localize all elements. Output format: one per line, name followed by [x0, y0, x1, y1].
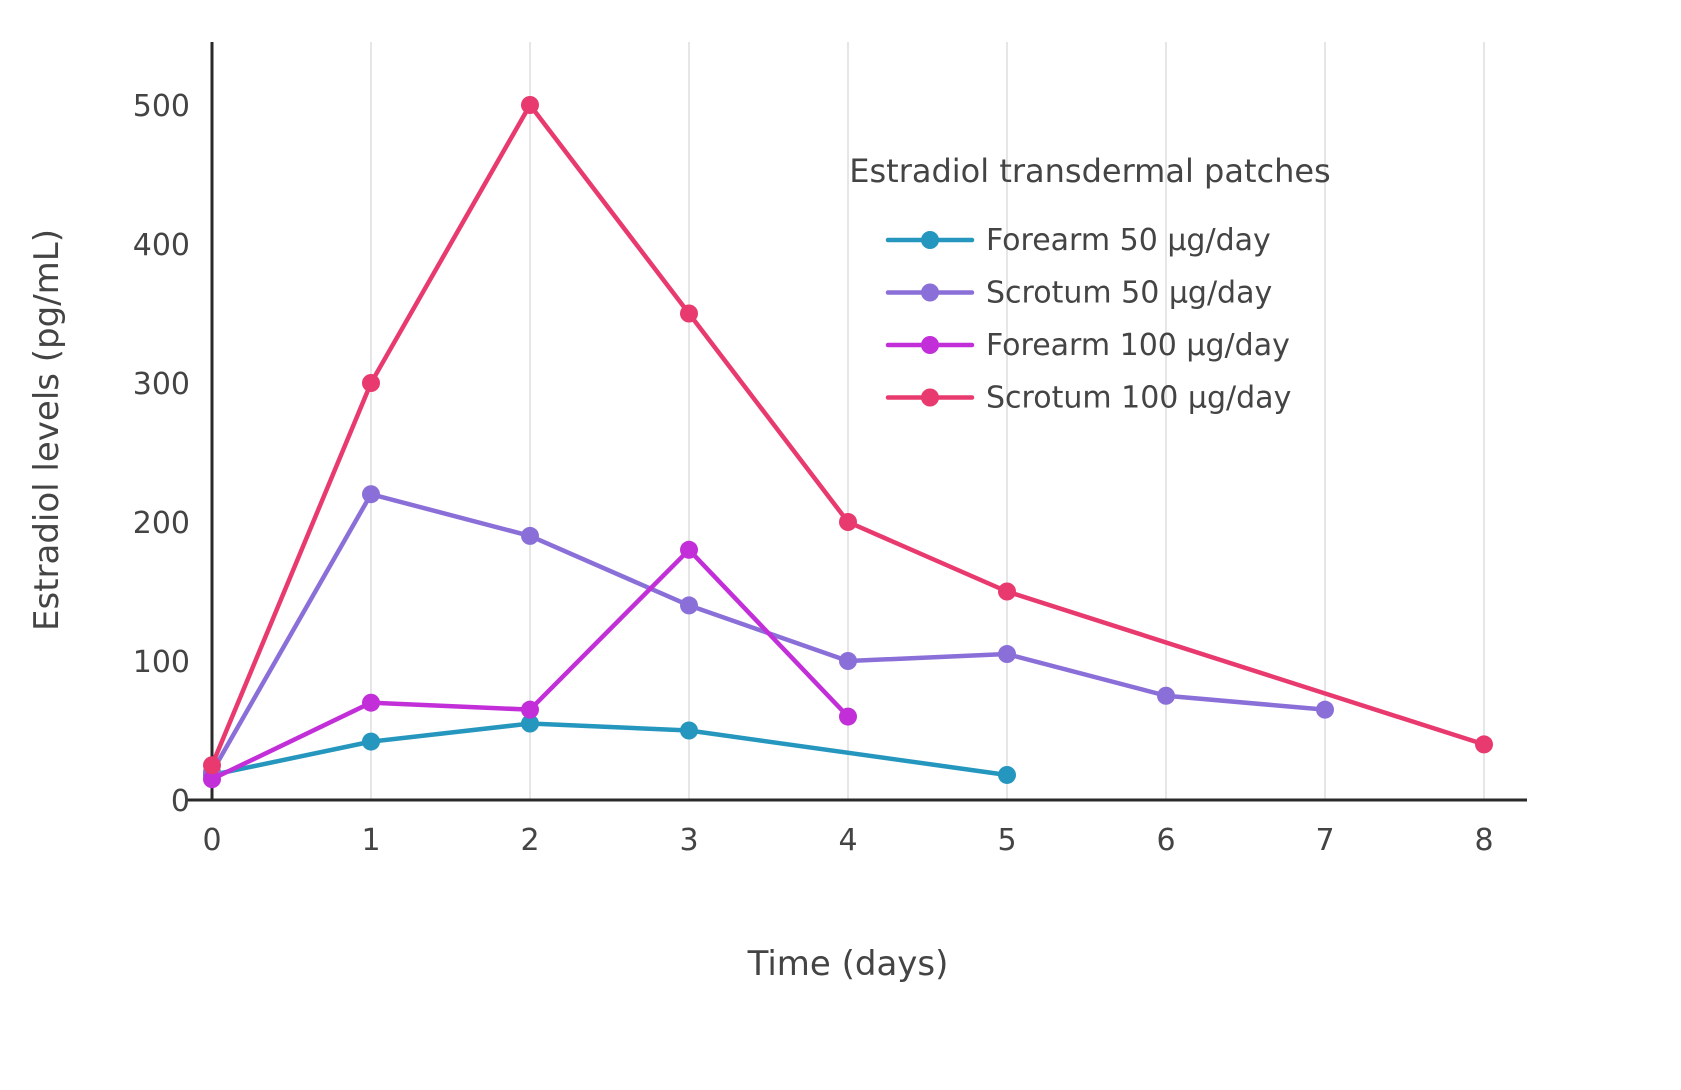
- data-point: [203, 770, 221, 789]
- legend-label: Forearm 100 µg/day: [986, 328, 1290, 363]
- data-point: [839, 652, 857, 670]
- y-tick-label: 500: [133, 89, 190, 124]
- data-point: [680, 304, 698, 323]
- x-tick-label: 8: [1474, 823, 1493, 858]
- legend-label: Scrotum 50 µg/day: [986, 276, 1272, 311]
- data-point: [203, 756, 221, 775]
- data-point: [1475, 735, 1493, 754]
- data-point: [998, 582, 1016, 601]
- data-point: [680, 540, 698, 559]
- data-point: [839, 707, 857, 726]
- data-point: [362, 732, 380, 751]
- data-point: [1157, 686, 1175, 705]
- legend-label: Forearm 50 µg/day: [986, 223, 1271, 258]
- data-point: [362, 693, 380, 712]
- data-point: [1316, 700, 1334, 719]
- x-tick-label: 4: [838, 823, 857, 858]
- series-lines: [203, 96, 1493, 789]
- legend-marker-icon: [921, 388, 939, 407]
- y-tick-label: 300: [133, 367, 190, 402]
- data-point: [362, 485, 380, 504]
- data-point: [680, 596, 698, 615]
- legend-marker-icon: [921, 231, 939, 249]
- x-tick-label: 0: [202, 823, 221, 858]
- data-point: [521, 700, 539, 719]
- y-tick-label: 200: [133, 506, 190, 541]
- x-tick-label: 6: [1156, 823, 1175, 858]
- x-tick-label: 5: [997, 823, 1016, 858]
- series-forearm-50-g-day: [203, 714, 1016, 784]
- y-tick-label: 100: [133, 645, 190, 680]
- series-scrotum-100-g-day: [203, 96, 1493, 775]
- data-point: [521, 96, 539, 114]
- x-axis-title: Time (days): [747, 944, 949, 984]
- y-tick-label: 0: [171, 784, 190, 819]
- x-tick-label: 2: [520, 823, 539, 858]
- y-tick-label: 400: [133, 228, 190, 263]
- axes: [185, 42, 1527, 802]
- legend-marker-icon: [921, 336, 939, 354]
- x-tick-label: 1: [361, 823, 380, 858]
- legend-item-forearm-100-g-day[interactable]: Forearm 100 µg/day: [885, 328, 1290, 363]
- x-tick-label: 3: [679, 823, 698, 858]
- data-point: [362, 374, 380, 392]
- legend-title: Estradiol transdermal patches: [849, 152, 1330, 190]
- data-point: [680, 721, 698, 740]
- data-point: [521, 714, 539, 733]
- tick-labels: 0 1 2 3 4 5 6 7 8 0 100 200 300 400 500: [133, 89, 1494, 858]
- series-forearm-100-g-day: [203, 540, 857, 789]
- legend-item-scrotum-50-g-day[interactable]: Scrotum 50 µg/day: [885, 276, 1272, 311]
- y-axis-title: Estradiol levels (pg/mL): [27, 229, 67, 631]
- legend-item-forearm-50-g-day[interactable]: Forearm 50 µg/day: [885, 223, 1271, 258]
- x-tick-label: 7: [1315, 823, 1334, 858]
- data-point: [998, 645, 1016, 664]
- data-point: [839, 513, 857, 531]
- legend-label: Scrotum 100 µg/day: [986, 381, 1291, 416]
- data-point: [521, 526, 539, 545]
- gridlines: [370, 42, 1485, 800]
- legend-item-scrotum-100-g-day[interactable]: Scrotum 100 µg/day: [885, 381, 1291, 416]
- series-line-forearm-50-g-day: [209, 721, 1010, 778]
- legend: Forearm 50 µg/day Scrotum 50 µg/day Forear…: [885, 223, 1291, 416]
- legend-marker-icon: [921, 283, 939, 302]
- data-point: [998, 765, 1016, 784]
